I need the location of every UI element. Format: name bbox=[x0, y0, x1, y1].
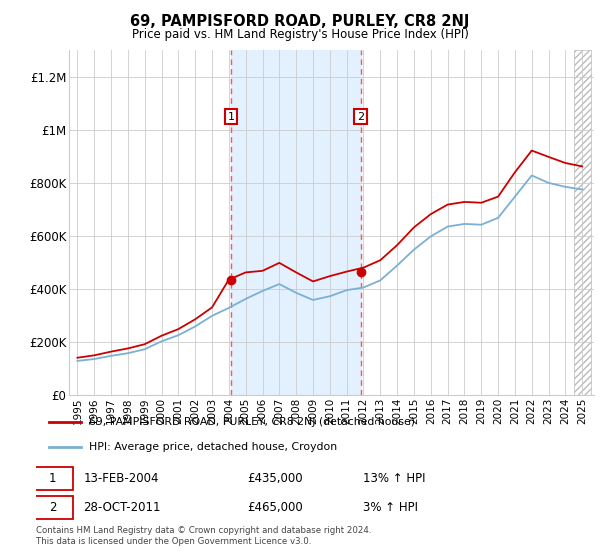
Text: 69, PAMPISFORD ROAD, PURLEY, CR8 2NJ: 69, PAMPISFORD ROAD, PURLEY, CR8 2NJ bbox=[130, 14, 470, 29]
Text: 28-OCT-2011: 28-OCT-2011 bbox=[83, 501, 161, 515]
Text: HPI: Average price, detached house, Croydon: HPI: Average price, detached house, Croy… bbox=[89, 442, 337, 452]
Bar bbox=[231, 50, 361, 395]
Text: 13% ↑ HPI: 13% ↑ HPI bbox=[364, 472, 426, 485]
Text: £465,000: £465,000 bbox=[247, 501, 303, 515]
FancyBboxPatch shape bbox=[34, 496, 73, 519]
Text: 1: 1 bbox=[227, 111, 235, 122]
Text: 1: 1 bbox=[49, 472, 56, 485]
Text: 2: 2 bbox=[357, 111, 364, 122]
Text: 13-FEB-2004: 13-FEB-2004 bbox=[83, 472, 159, 485]
Text: Price paid vs. HM Land Registry's House Price Index (HPI): Price paid vs. HM Land Registry's House … bbox=[131, 28, 469, 41]
Text: 3% ↑ HPI: 3% ↑ HPI bbox=[364, 501, 418, 515]
Text: Contains HM Land Registry data © Crown copyright and database right 2024.
This d: Contains HM Land Registry data © Crown c… bbox=[36, 526, 371, 546]
Bar bbox=[574, 50, 590, 395]
FancyBboxPatch shape bbox=[34, 466, 73, 490]
Text: 69, PAMPISFORD ROAD, PURLEY, CR8 2NJ (detached house): 69, PAMPISFORD ROAD, PURLEY, CR8 2NJ (de… bbox=[89, 417, 415, 427]
Text: £435,000: £435,000 bbox=[247, 472, 303, 485]
Text: 2: 2 bbox=[49, 501, 56, 515]
